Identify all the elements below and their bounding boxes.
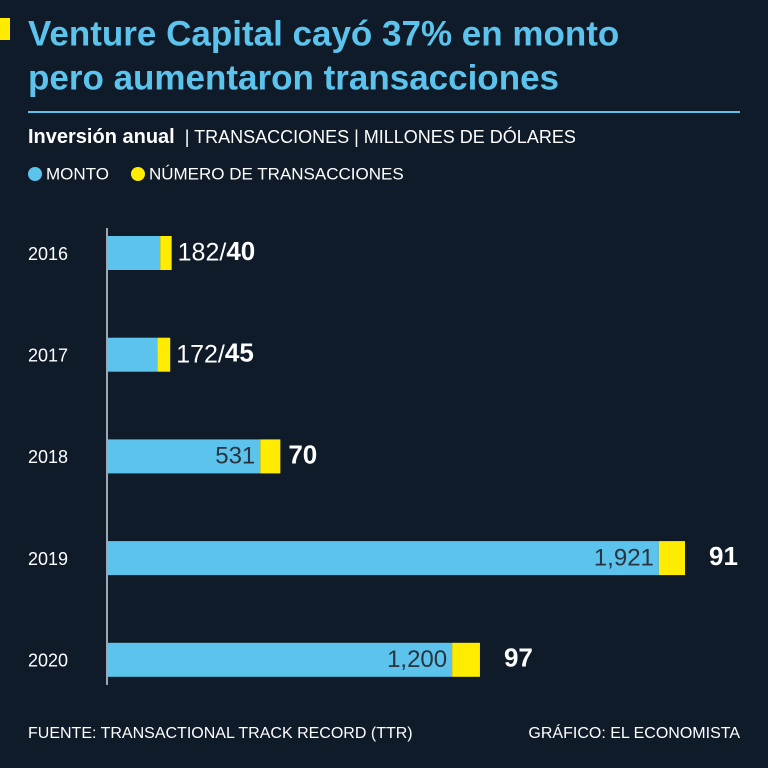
y-tick-label: 2019 (28, 549, 68, 569)
legend-swatch (130, 167, 145, 181)
legend-label: MONTO (46, 164, 109, 183)
value-label: 91 (709, 541, 738, 571)
bar (108, 541, 659, 576)
subtitle-main: Inversión anual (28, 126, 175, 148)
value-label: 172/ (176, 340, 225, 368)
value-label: 45 (225, 338, 254, 368)
chart-title: Venture Capital cayó 37% en monto (28, 14, 619, 53)
legend-swatch (28, 167, 42, 181)
legend: MONTO NÚMERO DE TRANSACCIONES (28, 164, 404, 183)
y-tick-label: 2016 (28, 244, 68, 264)
credit: GRÁFICO: EL ECONOMISTA (528, 723, 740, 742)
bar (658, 541, 685, 576)
value-label: 182/ (178, 239, 227, 267)
bar (108, 642, 453, 677)
bar (160, 236, 172, 270)
title-marker (0, 18, 10, 40)
subtitle: Inversión anual | TRANSACCIONES | MILLONE… (28, 126, 576, 149)
bar (260, 439, 281, 474)
bar (452, 642, 480, 677)
y-tick-label: 2020 (28, 651, 68, 671)
value-label: 70 (288, 439, 317, 469)
value-label: 1,921 (594, 544, 654, 571)
subtitle-units: | TRANSACCIONES | MILLONES DE DÓLARES (185, 126, 576, 147)
value-label: 531 (215, 443, 255, 470)
chart-title: pero aumentaron transacciones (28, 58, 559, 97)
value-label: 40 (226, 236, 255, 266)
bar (108, 337, 158, 372)
source: FUENTE: TRANSACTIONAL TRACK RECORD (TTR) (28, 725, 413, 742)
y-tick-label: 2017 (28, 345, 68, 365)
value-label: 97 (504, 643, 533, 673)
bar (108, 236, 161, 270)
legend-label: NÚMERO DE TRANSACCIONES (149, 164, 404, 183)
bar (157, 337, 171, 372)
bar (108, 439, 261, 474)
y-tick-label: 2018 (28, 447, 68, 467)
value-label: 1,200 (387, 646, 447, 673)
